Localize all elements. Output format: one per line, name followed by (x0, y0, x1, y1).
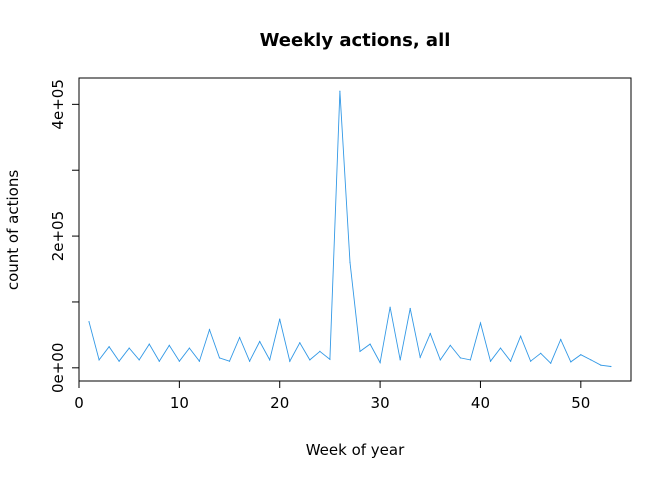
data-point (489, 360, 492, 362)
data-point (98, 359, 100, 361)
data-point (479, 322, 482, 324)
data-point (349, 261, 351, 263)
data-point (138, 359, 140, 361)
data-point (158, 360, 160, 362)
data-point (459, 357, 461, 359)
x-tick-label: 30 (371, 394, 390, 412)
data-point (560, 338, 562, 341)
data-point (188, 347, 190, 349)
data-point (499, 347, 502, 349)
data-point (198, 360, 200, 362)
data-point (429, 333, 431, 335)
data-point (550, 362, 552, 364)
x-axis: 0 10 20 30 40 50 (74, 381, 590, 412)
data-point (570, 361, 572, 363)
data-point (279, 318, 281, 320)
data-point (148, 343, 150, 345)
data-point (289, 360, 291, 362)
data-point (439, 359, 441, 361)
data-point (269, 359, 271, 361)
data-point (208, 329, 211, 331)
data-points (88, 90, 612, 368)
data-point (419, 356, 421, 358)
data-point (359, 350, 361, 352)
data-point (540, 352, 542, 354)
y-axis: 0e+00 2e+05 4e+05 (49, 79, 79, 393)
series-line (88, 91, 611, 367)
data-point (128, 347, 130, 349)
data-point (590, 359, 592, 361)
data-point (239, 336, 241, 339)
data-point (399, 359, 401, 361)
data-point (369, 343, 371, 345)
y-tick-label: 2e+05 (49, 211, 67, 261)
chart-title: Weekly actions, all (260, 30, 451, 51)
x-axis-label: Week of year (306, 441, 405, 459)
data-point (389, 306, 391, 308)
data-point (449, 344, 451, 346)
data-point (319, 350, 321, 352)
x-tick-label: 10 (170, 394, 189, 412)
x-tick-label: 20 (270, 394, 289, 412)
data-point (329, 358, 331, 360)
data-point (610, 365, 612, 368)
data-point (309, 359, 311, 361)
x-tick-label: 0 (74, 394, 84, 412)
data-point (339, 90, 341, 92)
data-point (259, 340, 261, 343)
data-point (249, 360, 251, 362)
data-point (228, 360, 231, 362)
data-point (88, 321, 90, 323)
data-point (510, 360, 512, 362)
data-point (168, 344, 170, 346)
plot-frame (78, 77, 632, 382)
y-tick-label: 0e+00 (49, 343, 67, 393)
data-point (379, 362, 381, 364)
data-point (108, 346, 110, 348)
data-point (530, 360, 532, 362)
data-point (178, 360, 180, 362)
data-point (469, 359, 471, 361)
data-point (218, 357, 221, 359)
data-point (299, 342, 301, 344)
data-point (520, 335, 522, 337)
y-tick-label: 4e+05 (49, 79, 67, 129)
data-point (600, 364, 602, 366)
x-tick-label: 40 (471, 394, 490, 412)
y-axis-label: count of actions (4, 170, 22, 290)
data-point (580, 354, 582, 356)
data-point (409, 307, 411, 310)
x-tick-label: 50 (571, 394, 590, 412)
data-point (118, 360, 120, 362)
